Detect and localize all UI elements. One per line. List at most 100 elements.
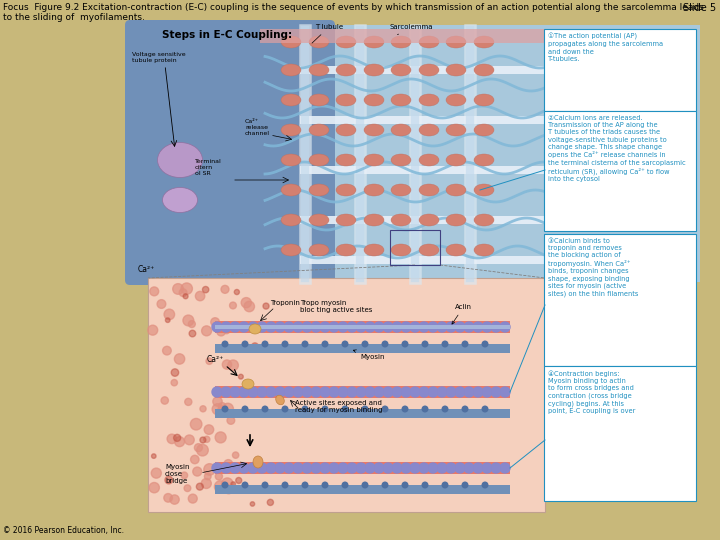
Circle shape [224,460,233,468]
Bar [215,325,510,329]
Circle shape [293,322,303,332]
Circle shape [338,322,348,332]
Circle shape [455,387,465,397]
Bar [215,321,510,333]
Ellipse shape [462,482,469,489]
Ellipse shape [474,244,494,256]
Circle shape [455,322,465,332]
Circle shape [374,322,384,332]
Bar [215,386,510,398]
Text: Myosin
close
bridge: Myosin close bridge [165,464,189,484]
Ellipse shape [391,36,411,48]
Circle shape [275,387,285,397]
Circle shape [197,483,203,490]
Ellipse shape [474,124,494,136]
Ellipse shape [341,341,348,348]
Ellipse shape [419,154,439,166]
Circle shape [244,301,254,312]
Ellipse shape [391,124,411,136]
Ellipse shape [446,36,466,48]
Circle shape [212,322,222,332]
Circle shape [347,387,357,397]
Circle shape [329,387,339,397]
Ellipse shape [341,406,348,413]
Circle shape [500,387,510,397]
Circle shape [437,387,447,397]
Circle shape [234,289,240,295]
Circle shape [428,322,438,332]
Ellipse shape [336,36,356,48]
Circle shape [202,478,211,489]
Circle shape [311,463,321,473]
Circle shape [419,322,429,332]
Circle shape [248,322,258,332]
Ellipse shape [402,406,408,413]
Ellipse shape [302,341,308,348]
Circle shape [347,322,357,332]
Ellipse shape [482,406,488,413]
Circle shape [482,322,492,332]
Ellipse shape [364,154,384,166]
Circle shape [185,399,192,406]
Ellipse shape [364,94,384,106]
Circle shape [401,322,411,332]
Circle shape [248,463,258,473]
Circle shape [165,476,173,484]
Text: Myosin: Myosin [354,350,384,360]
Circle shape [151,454,156,458]
Circle shape [183,315,194,326]
Circle shape [275,322,285,332]
Circle shape [230,463,240,473]
Ellipse shape [222,406,228,413]
Text: Ca²⁺
release
channel: Ca²⁺ release channel [245,119,270,136]
Ellipse shape [282,482,289,489]
Circle shape [311,322,321,332]
Circle shape [215,481,226,492]
Ellipse shape [474,184,494,196]
Circle shape [215,432,226,443]
Bar [148,278,545,512]
Circle shape [223,327,230,334]
Circle shape [500,463,510,473]
Ellipse shape [419,184,439,196]
Ellipse shape [336,244,356,256]
Bar [215,462,510,474]
Ellipse shape [281,214,301,226]
Circle shape [401,463,411,473]
Circle shape [204,425,214,434]
Circle shape [164,309,174,320]
Ellipse shape [261,406,269,413]
Circle shape [167,434,176,443]
Ellipse shape [261,341,269,348]
Circle shape [437,322,447,332]
Ellipse shape [446,184,466,196]
Circle shape [157,300,166,308]
Ellipse shape [446,214,466,226]
Ellipse shape [419,244,439,256]
Ellipse shape [341,482,348,489]
Bar [390,230,440,265]
Ellipse shape [402,482,408,489]
Ellipse shape [309,124,329,136]
Circle shape [266,322,276,332]
Ellipse shape [391,184,411,196]
Ellipse shape [241,406,248,413]
Circle shape [224,485,233,494]
Ellipse shape [322,482,328,489]
Circle shape [197,444,208,456]
Circle shape [149,482,159,493]
Text: Ca²⁺: Ca²⁺ [138,265,156,274]
Text: © 2016 Pearson Education, Inc.: © 2016 Pearson Education, Inc. [3,526,124,535]
Circle shape [174,354,185,364]
Text: T lubule: T lubule [312,24,343,43]
Circle shape [189,321,195,328]
Ellipse shape [282,341,289,348]
Ellipse shape [364,244,384,256]
Circle shape [230,322,240,332]
Circle shape [455,463,465,473]
Circle shape [212,404,223,415]
Ellipse shape [309,244,329,256]
Circle shape [491,387,501,397]
Circle shape [181,472,188,478]
Circle shape [166,318,170,322]
